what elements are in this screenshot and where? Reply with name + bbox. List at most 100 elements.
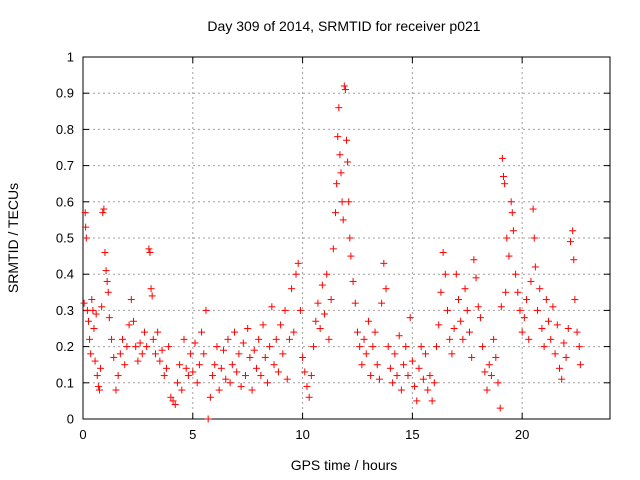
data-point <box>318 281 326 289</box>
data-point <box>560 339 568 347</box>
data-point <box>501 180 509 188</box>
y-tick-label: 0.7 <box>56 158 74 173</box>
data-point <box>343 136 350 144</box>
chart-title: Day 309 of 2014, SRMTID for receiver p02… <box>207 18 480 34</box>
data-point <box>452 270 460 278</box>
data-point <box>90 325 98 332</box>
data-point <box>558 375 566 383</box>
data-point <box>97 364 105 372</box>
data-point <box>448 350 456 358</box>
data-point <box>428 397 436 405</box>
data-point <box>246 353 254 361</box>
data-point <box>530 234 538 242</box>
data-point <box>314 299 322 307</box>
data-point <box>507 198 515 206</box>
data-point <box>371 328 379 336</box>
data-point <box>136 339 144 347</box>
data-point <box>237 382 245 390</box>
data-point <box>204 415 212 423</box>
data-point <box>364 317 372 325</box>
data-point <box>564 325 572 332</box>
data-point <box>547 335 555 343</box>
data-point <box>465 328 473 336</box>
data-point <box>202 306 210 314</box>
data-point <box>94 382 102 390</box>
data-point <box>500 172 508 180</box>
data-point <box>80 299 88 307</box>
data-point <box>529 205 537 213</box>
data-point <box>362 350 370 358</box>
data-point <box>145 245 153 253</box>
data-point <box>110 353 118 361</box>
data-point <box>270 361 278 369</box>
data-point <box>472 274 480 282</box>
data-point <box>520 314 528 322</box>
x-tick-label: 10 <box>295 427 309 442</box>
data-point <box>468 353 476 361</box>
data-point <box>121 361 129 369</box>
data-point <box>356 343 364 351</box>
data-point <box>444 306 452 314</box>
data-point <box>341 86 349 94</box>
data-point <box>220 346 228 354</box>
data-points <box>80 82 584 423</box>
data-point <box>187 350 195 358</box>
data-point <box>310 343 318 351</box>
data-point <box>292 270 300 278</box>
data-point <box>102 267 110 275</box>
data-point <box>285 335 293 343</box>
data-point <box>358 361 366 369</box>
data-point <box>233 368 241 376</box>
data-point <box>474 303 482 311</box>
data-point <box>149 335 157 343</box>
data-point <box>316 325 324 332</box>
data-point <box>562 353 570 361</box>
data-point <box>100 205 108 213</box>
data-point <box>283 375 291 383</box>
data-point <box>415 364 423 372</box>
data-point <box>446 335 454 343</box>
data-point <box>257 372 265 380</box>
x-axis-ticks: 0 5 10 15 20 <box>79 57 529 442</box>
data-point <box>154 328 162 336</box>
x-tick-label: 5 <box>189 427 196 442</box>
data-point <box>132 343 140 351</box>
data-point <box>531 263 539 271</box>
data-point <box>327 296 335 304</box>
y-tick-label: 0.6 <box>56 194 74 209</box>
data-point <box>206 393 214 401</box>
data-point <box>545 317 553 325</box>
data-point <box>413 397 421 405</box>
data-point <box>274 368 282 376</box>
data-point <box>329 245 337 253</box>
data-point <box>165 343 173 351</box>
data-point <box>250 346 258 354</box>
data-point <box>87 350 95 358</box>
data-point <box>184 372 192 380</box>
y-axis-label: SRMTID / TECUs <box>5 183 21 293</box>
data-point <box>395 332 403 340</box>
data-point <box>200 350 208 358</box>
data-point <box>481 368 489 376</box>
data-point <box>191 339 199 347</box>
data-point <box>345 198 353 206</box>
data-point <box>92 310 100 318</box>
data-point <box>321 310 329 318</box>
data-point <box>123 343 131 351</box>
data-point <box>502 288 510 296</box>
data-point <box>182 364 190 372</box>
data-point <box>86 335 94 343</box>
y-tick-label: 0.8 <box>56 122 74 137</box>
data-point <box>138 350 146 358</box>
data-point <box>576 361 584 369</box>
data-point <box>252 364 260 372</box>
data-point <box>101 248 109 256</box>
data-point <box>305 393 313 401</box>
data-point <box>523 296 531 304</box>
x-tick-label: 20 <box>515 427 529 442</box>
data-point <box>259 321 267 329</box>
data-point <box>375 375 383 383</box>
data-point <box>393 372 401 380</box>
data-point <box>82 223 90 231</box>
